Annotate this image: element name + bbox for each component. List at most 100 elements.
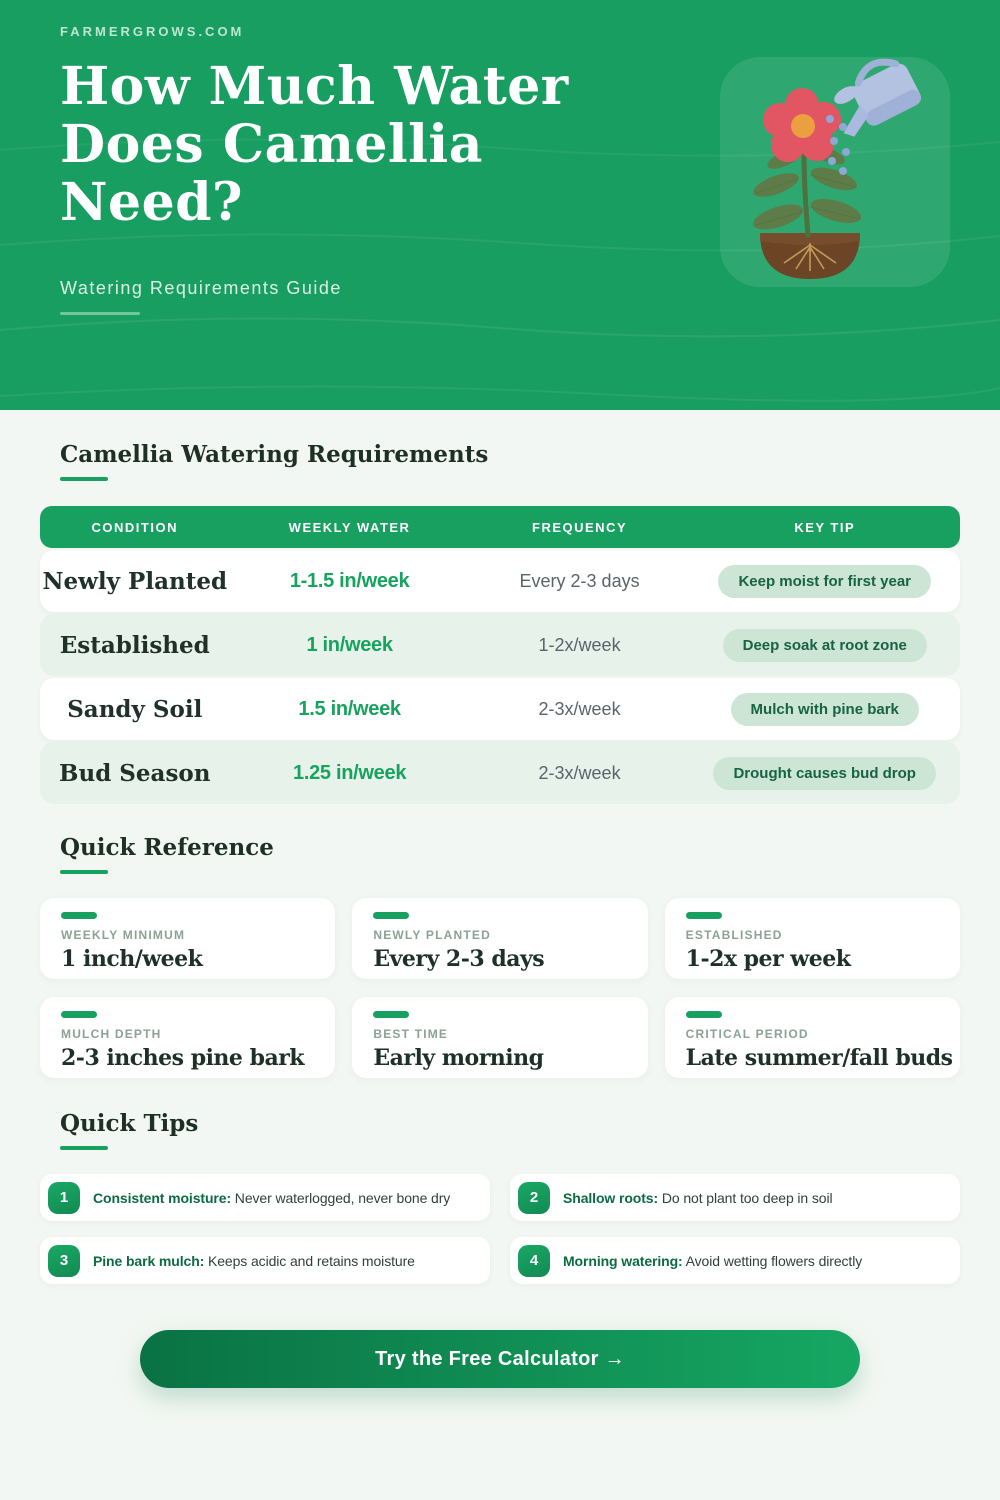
- table-row: Newly Planted 1-1.5 in/week Every 2-3 da…: [40, 550, 960, 612]
- quick-reference-section: Quick Reference WEEKLY MINIMUM 1 inch/we…: [40, 804, 960, 1078]
- weekly-water-cell: 1-1.5 in/week: [289, 569, 410, 592]
- tip-text: Pine bark mulch: Keeps acidic and retain…: [93, 1253, 415, 1269]
- card-value: 2-3 inches pine bark: [61, 1045, 305, 1071]
- tip-label: Shallow roots:: [563, 1189, 659, 1206]
- tip-text: Shallow roots: Do not plant too deep in …: [563, 1190, 833, 1206]
- flower-watering-can-illustration: [753, 58, 922, 279]
- page-title: How Much Water Does Camellia Need?: [60, 56, 569, 234]
- key-tip-cell: Keep moist for first year: [690, 564, 960, 598]
- tip-text: Consistent moisture: Never waterlogged, …: [93, 1190, 450, 1206]
- reference-card: BEST TIME Early morning: [352, 997, 648, 1078]
- free-calculator-button[interactable]: Try the Free Calculator →: [140, 1330, 860, 1388]
- card-value: 1-2x per week: [685, 946, 851, 972]
- plant-illustration-card: [720, 57, 950, 287]
- frequency-cell: 2-3x/week: [538, 698, 621, 719]
- hero-header: FARMERGROWS.COM How Much Water Does Came…: [0, 0, 1000, 410]
- tip-number-badge: 3: [48, 1244, 80, 1277]
- tip-number-badge: 2: [518, 1181, 550, 1214]
- site-brand: FARMERGROWS.COM: [60, 24, 245, 39]
- subtitle-underline: [60, 312, 140, 315]
- card-accent-dash: [61, 1011, 97, 1018]
- tip-number-badge: 4: [518, 1244, 550, 1277]
- card-value: Every 2-3 days: [373, 946, 545, 972]
- tip-number-badge: 1: [48, 1181, 80, 1214]
- main-content: Camellia Watering Requirements CONDITION…: [0, 410, 1000, 1388]
- tip-card: 3 Pine bark mulch: Keeps acidic and reta…: [40, 1237, 490, 1284]
- card-label: ESTABLISHED: [685, 928, 783, 942]
- tip-card: 4 Morning watering: Avoid wetting flower…: [510, 1237, 960, 1284]
- section-underline: [60, 477, 108, 481]
- cta-container: Try the Free Calculator →: [40, 1330, 960, 1388]
- card-label: WEEKLY MINIMUM: [61, 928, 186, 942]
- page-title-line3: Need?: [60, 172, 244, 234]
- card-accent-dash: [685, 912, 722, 919]
- tip-text: Morning watering: Avoid wetting flowers …: [563, 1253, 862, 1269]
- card-label: NEWLY PLANTED: [373, 928, 491, 942]
- card-accent-dash: [685, 1011, 722, 1018]
- reference-card: CRITICAL PERIOD Late summer/fall buds: [664, 997, 960, 1078]
- frequency-cell: 2-3x/week: [538, 762, 621, 783]
- page-title-line1: How Much Water: [60, 56, 569, 117]
- tip-card: 1 Consistent moisture: Never waterlogged…: [40, 1174, 490, 1221]
- tip-label: Consistent moisture:: [93, 1189, 232, 1206]
- tip-detail: Keeps acidic and retains moisture: [204, 1252, 415, 1269]
- water-drops-icon: [826, 115, 850, 175]
- tip-label: Pine bark mulch:: [93, 1252, 205, 1269]
- column-header-key-tip: KEY TIP: [794, 519, 856, 535]
- card-accent-dash: [373, 1011, 410, 1018]
- condition-cell: Sandy Soil: [67, 695, 203, 723]
- column-header-condition: CONDITION: [91, 519, 178, 535]
- card-accent-dash: [61, 912, 97, 919]
- soil-icon: [760, 233, 860, 279]
- tip-label: Morning watering:: [563, 1252, 683, 1269]
- card-value: Early morning: [373, 1045, 544, 1071]
- table-row: Sandy Soil 1.5 in/week 2-3x/week Mulch w…: [40, 678, 960, 740]
- quick-tips-grid: 1 Consistent moisture: Never waterlogged…: [40, 1174, 960, 1284]
- reference-card: MULCH DEPTH 2-3 inches pine bark: [40, 997, 336, 1078]
- column-header-frequency: FREQUENCY: [532, 519, 628, 535]
- card-label: BEST TIME: [373, 1027, 449, 1041]
- frequency-cell: Every 2-3 days: [519, 570, 640, 591]
- card-label: CRITICAL PERIOD: [685, 1027, 809, 1041]
- quick-reference-grid: WEEKLY MINIMUM 1 inch/week NEWLY PLANTED…: [40, 898, 960, 1078]
- table-header-row: CONDITION WEEKLY WATER FREQUENCY KEY TIP: [40, 506, 960, 548]
- tip-detail: Avoid wetting flowers directly: [682, 1252, 863, 1269]
- reference-card: NEWLY PLANTED Every 2-3 days: [352, 898, 648, 979]
- section-underline: [60, 1146, 108, 1150]
- tip-pill: Drought causes bud drop: [713, 756, 936, 790]
- condition-cell: Bud Season: [59, 759, 211, 787]
- tip-pill: Keep moist for first year: [718, 564, 932, 598]
- condition-cell: Established: [59, 631, 210, 659]
- quick-tips-section: Quick Tips 1 Consistent moisture: Never …: [40, 1078, 960, 1284]
- section-underline: [60, 870, 108, 874]
- key-tip-cell: Deep soak at root zone: [690, 628, 960, 662]
- weekly-water-cell: 1.5 in/week: [298, 697, 401, 720]
- condition-cell: Newly Planted: [42, 567, 228, 595]
- page-subtitle: Watering Requirements Guide: [60, 278, 342, 298]
- card-label: MULCH DEPTH: [61, 1027, 162, 1041]
- key-tip-cell: Mulch with pine bark: [690, 692, 960, 726]
- watering-table-section: Camellia Watering Requirements CONDITION…: [40, 410, 960, 804]
- table-section-title: Camellia Watering Requirements: [60, 441, 489, 468]
- quick-tips-title: Quick Tips: [60, 1110, 199, 1137]
- page-title-line2: Does Camellia: [60, 114, 483, 176]
- frequency-cell: 1-2x/week: [538, 634, 621, 655]
- tip-pill: Deep soak at root zone: [722, 628, 927, 662]
- card-value: Late summer/fall buds: [685, 1045, 953, 1071]
- quick-reference-title: Quick Reference: [60, 834, 274, 861]
- tip-detail: Do not plant too deep in soil: [658, 1189, 833, 1206]
- flower-icon: [763, 88, 841, 162]
- tip-detail: Never waterlogged, never bone dry: [231, 1189, 451, 1206]
- column-header-weekly-water: WEEKLY WATER: [288, 519, 411, 535]
- watering-can-icon: [826, 58, 922, 175]
- key-tip-cell: Drought causes bud drop: [690, 756, 960, 790]
- reference-card: ESTABLISHED 1-2x per week: [664, 898, 960, 979]
- weekly-water-cell: 1.25 in/week: [293, 761, 407, 784]
- card-accent-dash: [373, 912, 410, 919]
- table-row: Bud Season 1.25 in/week 2-3x/week Drough…: [40, 742, 960, 804]
- tip-card: 2 Shallow roots: Do not plant too deep i…: [510, 1174, 960, 1221]
- card-value: 1 inch/week: [61, 946, 203, 972]
- reference-card: WEEKLY MINIMUM 1 inch/week: [40, 898, 336, 979]
- table-row: Established 1 in/week 1-2x/week Deep soa…: [40, 614, 960, 676]
